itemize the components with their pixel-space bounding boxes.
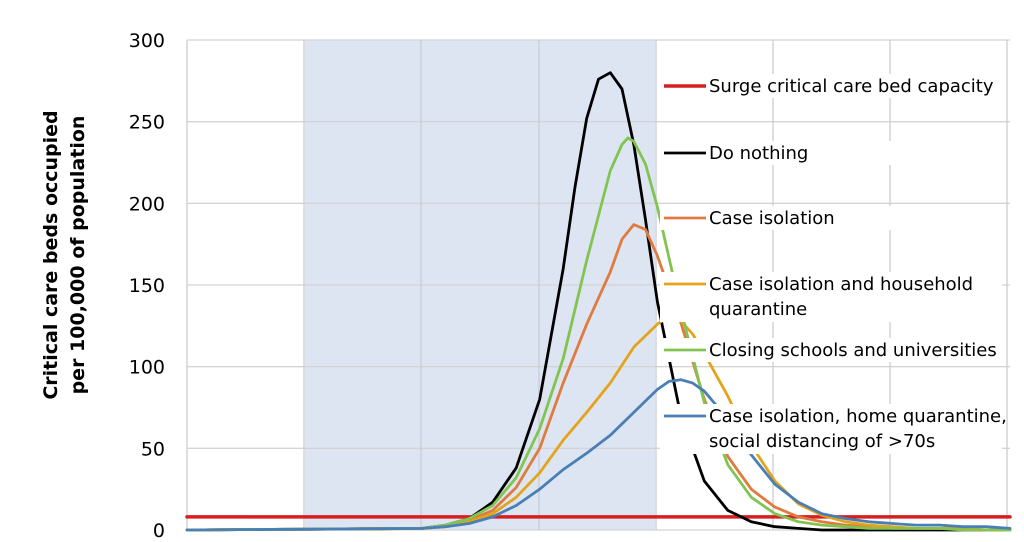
legend-entry-background	[660, 74, 1002, 98]
legend-label: Case isolation, home quarantine,	[709, 406, 1007, 427]
legend-label: Closing schools and universities	[709, 340, 997, 361]
y-tick-label: 250	[129, 112, 165, 134]
legend-entry-background	[660, 404, 1002, 454]
y-axis-label: Critical care beds occupied per 100,000 o…	[40, 110, 89, 399]
series-line-4	[185, 136, 1012, 532]
y-tick-label: 300	[129, 30, 165, 52]
y-tick-label: 150	[129, 275, 165, 297]
y-tick-label: 100	[129, 357, 165, 379]
y-axis-label-line: Critical care beds occupied	[40, 110, 62, 399]
legend-label: Surge critical care bed capacity	[709, 76, 994, 97]
y-tick-label: 200	[129, 193, 165, 215]
legend-label: Case isolation	[709, 208, 835, 229]
series-layer	[185, 71, 1012, 532]
y-axis-label-group: Critical care beds occupied per 100,000 o…	[40, 110, 89, 399]
series-line-1	[185, 71, 1012, 532]
y-axis-label-line: per 100,000 of population	[67, 116, 89, 395]
legend: Surge critical care bed capacity Do nothi…	[660, 74, 1007, 454]
y-tick-labels: 0 50 100 150 200 250 300	[129, 30, 165, 542]
legend-entry-background	[660, 272, 1002, 322]
legend-entry-background	[660, 141, 1002, 165]
legend-entry-background	[660, 338, 1002, 362]
legend-label: Do nothing	[709, 143, 808, 164]
series-line-5	[185, 378, 1012, 532]
legend-entry-background	[660, 206, 1002, 230]
y-tick-label: 50	[141, 438, 165, 460]
legend-label: Case isolation and household	[709, 274, 973, 295]
y-tick-label: 0	[153, 520, 165, 542]
legend-label: quarantine	[709, 299, 807, 320]
legend-label: social distancing of >70s	[709, 431, 935, 452]
